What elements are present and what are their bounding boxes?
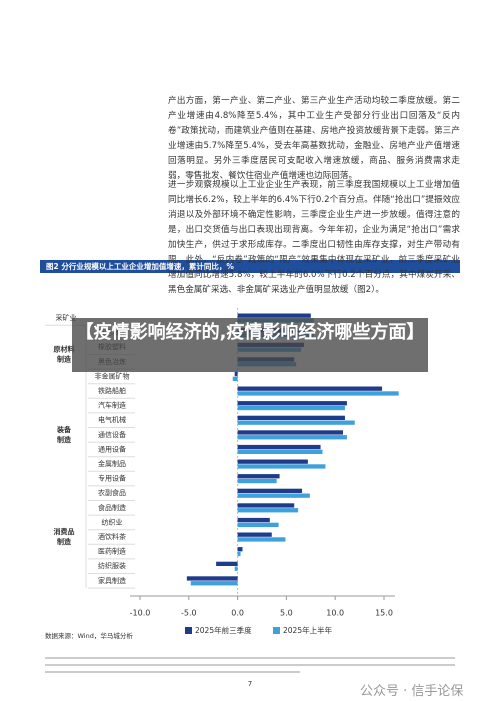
bar: [237, 391, 399, 396]
bar: [234, 566, 238, 571]
bar: [237, 459, 308, 464]
y-tick-label: 铁路船舶: [98, 386, 126, 395]
y-tick-label: 医药制造: [98, 547, 126, 556]
bar: [190, 581, 238, 586]
legend-swatch: [273, 627, 280, 634]
bar: [237, 493, 310, 498]
paragraph: 进一步观察规模以上工业企业生产表现，前三季度我国规模以上工业增加值同比增长6.2…: [168, 180, 460, 295]
bar: [186, 576, 238, 581]
figure-title: 图2 分行业规模以上工业企业增加值增速，累计同比，%: [46, 261, 234, 271]
group-label: 制造: [57, 435, 72, 444]
bar: [237, 464, 326, 469]
y-tick-label: 通用设备: [98, 444, 126, 453]
group-label: 原材料: [54, 345, 75, 354]
bar: [237, 444, 321, 450]
bar: [237, 537, 286, 542]
bar: [237, 386, 383, 391]
bar: [237, 430, 344, 435]
bar: [237, 313, 311, 318]
bar: [237, 522, 279, 527]
bar: [234, 371, 238, 377]
y-tick-label: 汽车制造: [98, 401, 126, 410]
x-tick-label: 15.0: [375, 609, 393, 618]
y-tick-label: 金属制品: [98, 459, 126, 468]
bar: [237, 517, 270, 523]
x-tick-label: 5.0: [280, 609, 293, 618]
bar: [237, 405, 345, 411]
bar: [237, 449, 323, 454]
y-tick-label: 酒饮料茶: [98, 532, 126, 541]
bar: [237, 415, 345, 420]
group-label: 制造: [57, 537, 72, 546]
x-tick-label: 10.0: [326, 609, 344, 618]
y-tick-label: 家具制造: [98, 576, 126, 585]
y-tick-label: 专用设备: [98, 474, 126, 483]
y-tick-label: 电气机械: [98, 415, 126, 424]
source: 数据来源：Wind，华马城分析: [45, 631, 133, 640]
bar: [237, 488, 303, 493]
bar: [216, 561, 238, 566]
figure-header: [40, 260, 460, 273]
group-label: 制造: [57, 355, 72, 364]
bar: [232, 376, 238, 381]
bar: [237, 435, 347, 440]
x-tick-label: -10.0: [130, 609, 151, 618]
y-tick-label: 食品制造: [98, 503, 126, 512]
overlay-title: 【疫情影响经济的,疫情影响经济哪些方面】: [72, 318, 428, 372]
y-tick-label: 通信设备: [98, 430, 126, 439]
bar: [237, 420, 355, 425]
y-tick-label: 纺织服装: [98, 561, 126, 570]
paragraph: 产出方面，第一产业、第二产业、第三产业生产活动均较二季度放缓。第二产业增速由4.…: [168, 96, 460, 181]
bar: [237, 503, 295, 508]
group-label: 装备: [56, 425, 72, 434]
watermark: 公众号 · 信手论保: [360, 684, 464, 699]
y-tick-label: 非金属矿物: [95, 371, 130, 380]
legend-swatch: [185, 627, 192, 634]
y-tick-label: 纺织业: [102, 517, 123, 526]
x-tick-label: 0.0: [231, 609, 244, 618]
bar: [237, 401, 347, 406]
page-number: 7: [248, 680, 252, 688]
legend-label: 2025年上半年: [283, 625, 333, 635]
x-tick-label: -5.0: [181, 609, 197, 618]
bar: [237, 547, 243, 552]
bar: [237, 478, 277, 484]
bar: [237, 551, 241, 557]
y-tick-label: 农副食品: [98, 488, 126, 497]
legend-label: 2025年前三季度: [195, 625, 252, 635]
bar: [237, 532, 272, 537]
bar: [237, 474, 280, 479]
group-label: 消费品: [54, 527, 75, 536]
bar: [237, 508, 299, 513]
y-tick-label: 采矿业: [56, 313, 77, 322]
